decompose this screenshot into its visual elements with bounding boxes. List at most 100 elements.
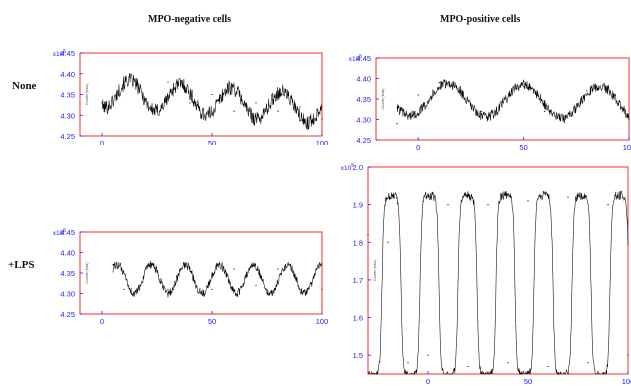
chart3-xtick-label: 0 [426, 377, 430, 386]
chart2-data-point [167, 288, 169, 290]
chart3-data-point [367, 234, 369, 236]
chart1-ytick-label: 4.45 [356, 54, 371, 63]
chart1-data-point [438, 82, 440, 84]
chart1-xtick-label: 50 [519, 143, 527, 150]
chart3-plot-frame [367, 166, 629, 375]
chart0-ytick-label: 4.30 [60, 111, 75, 120]
chart1-ytick-label: 4.30 [356, 116, 371, 125]
chart0-data-point [167, 81, 169, 83]
chart1-data-point [501, 98, 504, 100]
row-label-lps: +LPS [8, 259, 35, 271]
column-header-mpo-negative: MPO-negative cells [148, 14, 232, 25]
chart0-data-point [211, 93, 213, 96]
chart0-data-point [321, 118, 323, 120]
chart3-data-point [607, 204, 609, 206]
chart3-data-point [387, 241, 389, 243]
chart1-data-point [565, 114, 567, 116]
chart2-data-point [321, 288, 323, 290]
chart3-y-multiplier: x105 [341, 163, 354, 172]
chart-mpo-positive-lps: x105 1.5 1.6 1.7 1.8 1.9 2.0 0 50 100 Counts (tota… [341, 163, 631, 386]
chart2-data-point [299, 288, 301, 290]
chart3-data-point [587, 362, 589, 364]
chart2-xtick-label: 50 [208, 317, 216, 326]
chart3-data-point [487, 204, 489, 206]
chart0-xtick-label: 50 [208, 139, 216, 145]
chart1-ytick-label: 4.40 [356, 75, 371, 84]
chart0-xtick-label: 0 [100, 139, 104, 145]
chart0-trace-line [101, 73, 323, 130]
chart1-y-axis-label: Counts (total) [381, 88, 385, 109]
chart2-data-point [189, 268, 191, 270]
chart2-xtick-label: 100 [316, 317, 329, 326]
chart0-data-point [145, 98, 147, 100]
chart2-data-point [255, 284, 257, 286]
chart-mpo-positive-none: x105 4.25 4.30 4.35 4.40 4.45 0 50 100 Counts (to… [349, 54, 631, 150]
chart3-ytick-label: 1.7 [353, 276, 363, 285]
chart3-xtick-label: 100 [622, 377, 631, 386]
chart-mpo-negative-none: x105 4.25 4.30 4.35 4.40 4.45 0 50 100 Counts (to… [53, 49, 329, 145]
chart3-data-point [527, 200, 529, 202]
chart3-ytick-label: 1.9 [353, 201, 363, 210]
chart0-data-point [277, 110, 279, 112]
chart1-ytick-label: 4.35 [356, 95, 371, 104]
column-header-mpo-positive: MPO-positive cells [440, 14, 521, 25]
chart0-ytick-label: 4.35 [60, 91, 75, 100]
chart1-data-point [628, 118, 630, 121]
chart2-data-point [145, 268, 147, 270]
chart0-ytick-label: 4.45 [60, 49, 75, 58]
chart0-ytick-label: 4.40 [60, 70, 75, 79]
chart1-y-multiplier: x105 [349, 54, 362, 63]
chart0-data-point [299, 106, 301, 108]
chart0-ytick-label: 4.25 [60, 132, 75, 141]
chart1-data-point [586, 90, 588, 92]
chart2-xtick-label: 0 [100, 317, 104, 326]
chart1-xtick-label: 0 [416, 143, 420, 150]
chart3-ytick-label: 1.5 [353, 351, 363, 360]
chart2-y-axis-label: Counts (total) [85, 262, 89, 283]
chart2-data-point [112, 264, 114, 266]
chart1-ytick-label: 4.25 [356, 136, 371, 145]
chart0-data-point [233, 110, 235, 112]
chart0-data-point [189, 102, 191, 104]
chart3-ytick-label: 1.6 [353, 314, 363, 323]
chart2-ytick-label: 4.25 [60, 310, 75, 319]
chart1-data-point [459, 86, 461, 88]
chart0-y-axis-label: Counts (total) [85, 84, 89, 105]
chart3-data-point [467, 365, 469, 368]
chart3-y-axis-label: Counts (total) [373, 260, 377, 281]
chart1-xtick-label: 100 [623, 143, 631, 150]
chart2-trace-line [112, 260, 323, 298]
chart2-y-multiplier: x105 [53, 228, 66, 237]
chart1-data-point [607, 86, 609, 88]
chart3-data-point [407, 362, 409, 364]
chart0-xtick-label: 100 [316, 139, 329, 145]
chart2-data-point [277, 268, 279, 270]
row-label-none: None [12, 80, 37, 92]
chart3-data-point [627, 354, 629, 356]
chart3-trace-line [368, 190, 629, 375]
chart2-data-point [123, 288, 125, 290]
chart2-ytick-label: 4.35 [60, 269, 75, 278]
chart1-data-point [396, 123, 398, 125]
chart0-y-multiplier: x105 [53, 49, 66, 58]
chart2-ytick-label: 4.30 [60, 290, 75, 299]
chart3-data-point [567, 196, 569, 198]
chart3-ytick-label: 2.0 [353, 163, 363, 172]
chart3-xtick-label: 50 [524, 377, 532, 386]
chart1-data-point [544, 110, 546, 112]
chart2-data-point [211, 288, 213, 290]
chart-mpo-negative-lps: x105 4.25 4.30 4.35 4.40 4.45 0 50 100 Counts (to… [53, 228, 329, 326]
chart1-data-point [480, 110, 483, 112]
chart0-data-point [255, 102, 257, 104]
chart3-data-point [547, 365, 549, 368]
chart3-ytick-label: 1.8 [353, 238, 363, 247]
chart0-data-point [123, 81, 125, 83]
chart0-data-point [101, 102, 103, 104]
chart1-data-point [522, 86, 525, 88]
chart3-data-point [507, 362, 509, 364]
chart1-data-point [417, 94, 419, 96]
chart2-data-point [233, 268, 235, 270]
chart2-ytick-label: 4.45 [60, 228, 75, 237]
chart1-trace-line [396, 79, 630, 124]
chart2-ytick-label: 4.40 [60, 249, 75, 258]
